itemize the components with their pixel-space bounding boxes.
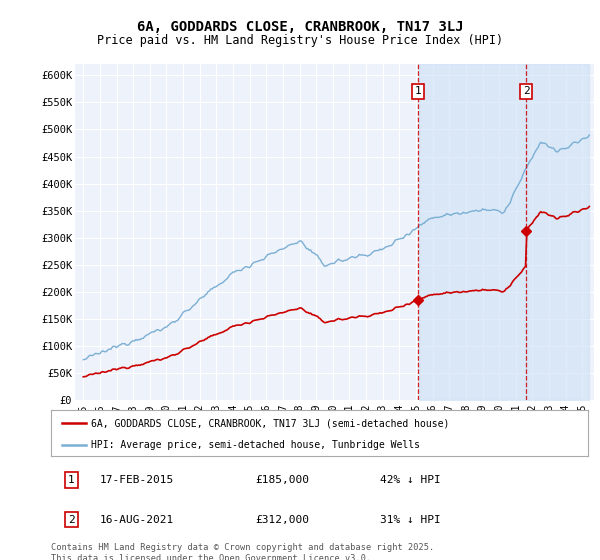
Text: Price paid vs. HM Land Registry's House Price Index (HPI): Price paid vs. HM Land Registry's House … bbox=[97, 34, 503, 46]
Text: 31% ↓ HPI: 31% ↓ HPI bbox=[380, 515, 441, 525]
Text: 2: 2 bbox=[68, 515, 75, 525]
Text: 6A, GODDARDS CLOSE, CRANBROOK, TN17 3LJ: 6A, GODDARDS CLOSE, CRANBROOK, TN17 3LJ bbox=[137, 20, 463, 34]
Text: 2: 2 bbox=[523, 86, 530, 96]
Text: 1: 1 bbox=[415, 86, 421, 96]
Text: 16-AUG-2021: 16-AUG-2021 bbox=[100, 515, 174, 525]
Text: 1: 1 bbox=[68, 475, 75, 485]
Text: 42% ↓ HPI: 42% ↓ HPI bbox=[380, 475, 441, 485]
Text: Contains HM Land Registry data © Crown copyright and database right 2025.
This d: Contains HM Land Registry data © Crown c… bbox=[51, 543, 434, 560]
Text: £185,000: £185,000 bbox=[255, 475, 309, 485]
Text: £312,000: £312,000 bbox=[255, 515, 309, 525]
Text: 6A, GODDARDS CLOSE, CRANBROOK, TN17 3LJ (semi-detached house): 6A, GODDARDS CLOSE, CRANBROOK, TN17 3LJ … bbox=[91, 418, 449, 428]
Text: HPI: Average price, semi-detached house, Tunbridge Wells: HPI: Average price, semi-detached house,… bbox=[91, 440, 420, 450]
Text: 17-FEB-2015: 17-FEB-2015 bbox=[100, 475, 174, 485]
